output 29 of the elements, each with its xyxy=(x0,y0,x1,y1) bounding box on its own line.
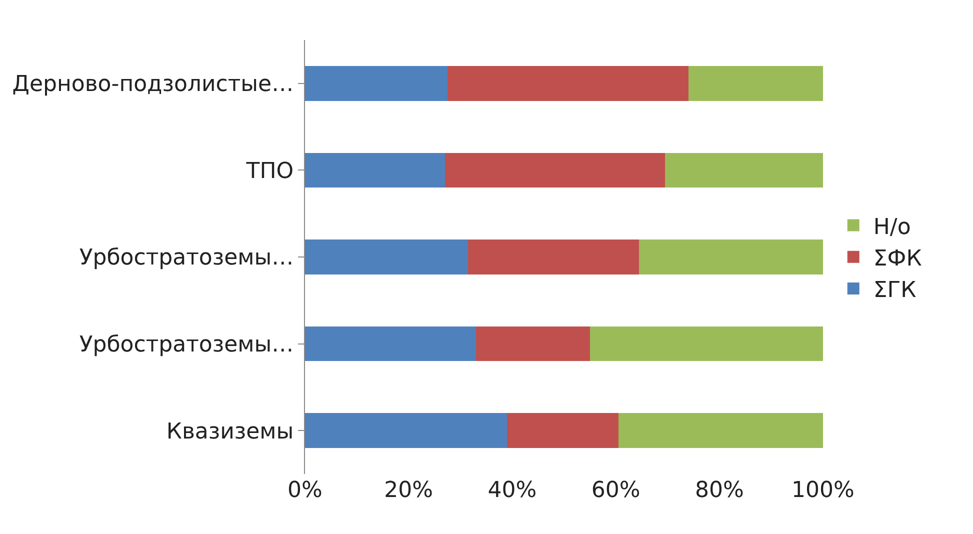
bar xyxy=(305,66,448,101)
x-tick-label: 80% xyxy=(694,478,744,503)
legend-label: Н/о xyxy=(873,214,911,240)
x-tick-label: 40% xyxy=(488,478,537,503)
bar xyxy=(305,326,476,362)
bar xyxy=(305,413,508,448)
bar xyxy=(639,240,823,274)
bar xyxy=(305,152,445,188)
x-tick-label: 60% xyxy=(591,478,640,503)
y-tick-label: Урбостратоземы… xyxy=(79,332,294,358)
bar xyxy=(590,326,823,362)
x-tick-label: 100% xyxy=(792,478,854,503)
bar xyxy=(468,240,640,274)
y-tick-label: ТПО xyxy=(245,158,294,184)
x-tick-label: 20% xyxy=(384,478,434,503)
bar xyxy=(444,152,666,188)
y-tick-label: Дерново-подзолистые… xyxy=(12,72,294,98)
bar xyxy=(305,240,468,274)
bar xyxy=(618,413,823,448)
legend-label: ΣФК xyxy=(873,246,922,272)
bar xyxy=(476,326,590,362)
x-tick-label: 0% xyxy=(288,478,322,503)
y-tick-label: Квазиземы xyxy=(166,419,294,444)
bar xyxy=(665,152,823,188)
bar xyxy=(507,413,618,448)
bar xyxy=(447,66,688,101)
legend-label: ΣГК xyxy=(873,278,917,304)
bar xyxy=(688,66,823,101)
y-tick-label: Урбостратоземы… xyxy=(79,246,294,271)
